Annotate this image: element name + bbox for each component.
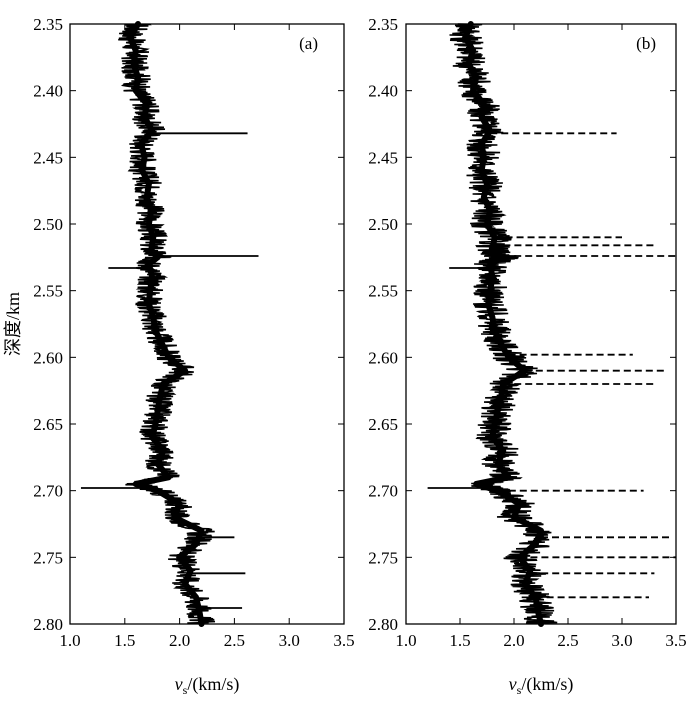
panel-a-xtick-label: 3.5 <box>333 631 354 650</box>
panel-a-xtick-label: 1.0 <box>59 631 80 650</box>
panel-b-ytick-label: 2.70 <box>368 482 398 501</box>
panel-b-label: (b) <box>636 34 656 53</box>
panel-b-xtick-label: 3.0 <box>611 631 632 650</box>
panel-a-vs-core <box>127 21 205 627</box>
panel-b-xlabel-subscript: s <box>517 683 522 697</box>
panel-a-xtick-label: 3.0 <box>279 631 300 650</box>
panel-b: 1.0 1.5 2.0 2.5 3.0 3.5 2.35 2.40 2.45 2.50 2.55 2.… <box>368 15 686 697</box>
panel-b-xtick-label: 2.0 <box>503 631 524 650</box>
panel-a-ytick-label: 2.70 <box>33 482 63 501</box>
panel-b-ytick-label: 2.55 <box>368 282 398 301</box>
panel-a-ytick-label: 2.55 <box>33 282 63 301</box>
panel-a-xtick-label: 1.5 <box>114 631 135 650</box>
panel-a-ytick-label: 2.45 <box>33 148 63 167</box>
panel-b-xtick-label: 3.5 <box>665 631 686 650</box>
panel-b-ytick-label: 2.75 <box>368 548 398 567</box>
panel-a-ticks: 1.0 1.5 2.0 2.5 3.0 3.5 2.35 2.40 2.45 2.50 2.55 2.… <box>33 15 354 650</box>
panel-a-xlabel-unit: /(km/s) <box>187 674 239 695</box>
panel-a: 1.0 1.5 2.0 2.5 3.0 3.5 2.35 2.40 2.45 2.50 2.55 2.… <box>3 15 355 697</box>
panel-a-xlabel-subscript: s <box>183 683 188 697</box>
panel-a-ytick-label: 2.60 <box>33 348 63 367</box>
panel-b-xtick-label: 2.5 <box>557 631 578 650</box>
panel-b-xtick-label: 1.5 <box>449 631 470 650</box>
panel-a-ytick-label: 2.65 <box>33 415 63 434</box>
panel-b-vs-core <box>462 21 544 627</box>
panel-b-ytick-label: 2.65 <box>368 415 398 434</box>
panel-b-ytick-label: 2.35 <box>368 15 398 34</box>
panel-a-ytick-label: 2.80 <box>33 615 63 634</box>
panel-a-ytick-label: 2.35 <box>33 15 63 34</box>
panel-b-trace-group <box>427 21 676 627</box>
panel-b-xlabel: vs/(km/s) <box>509 674 574 697</box>
panel-b-ytick-label: 2.40 <box>368 82 398 101</box>
panel-a-xtick-label: 2.5 <box>224 631 245 650</box>
panel-a-ytick-label: 2.40 <box>33 82 63 101</box>
panel-b-xlabel-symbol: v <box>509 674 517 694</box>
panel-b-vs-trace <box>449 23 558 625</box>
panel-a-label: (a) <box>299 34 318 53</box>
panel-b-xlabel-unit: /(km/s) <box>521 674 573 695</box>
panel-b-ytick-label: 2.80 <box>368 615 398 634</box>
panel-b-ytick-label: 2.50 <box>368 215 398 234</box>
panel-a-ytick-label: 2.75 <box>33 548 63 567</box>
panel-b-ytick-label: 2.45 <box>368 148 398 167</box>
panel-b-xtick-label: 1.0 <box>395 631 416 650</box>
panel-a-frame <box>69 23 345 625</box>
panel-a-xlabel-symbol: v <box>175 674 183 694</box>
panel-b-ytick-label: 2.60 <box>368 348 398 367</box>
panel-a-ytick-label: 2.50 <box>33 215 63 234</box>
panel-a-ylabel: 深度/km <box>3 292 23 356</box>
panel-a-xlabel: vs/(km/s) <box>175 674 240 697</box>
panel-b-ticks: 1.0 1.5 2.0 2.5 3.0 3.5 2.35 2.40 2.45 2.50 2.55 2.… <box>368 15 686 650</box>
panel-b-frame <box>405 23 677 625</box>
panel-a-trace-group <box>80 21 259 627</box>
panel-a-xtick-label: 2.0 <box>169 631 190 650</box>
